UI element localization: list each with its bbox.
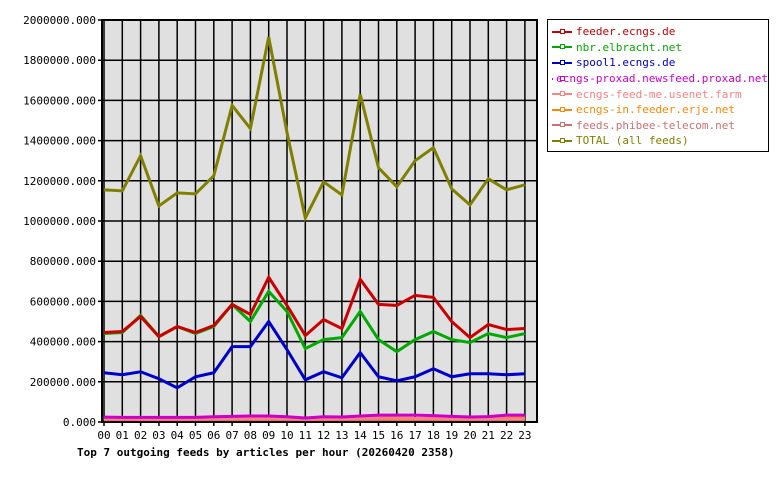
x-tick-label: 05 <box>189 429 202 442</box>
x-tick-label: 16 <box>390 429 403 442</box>
legend-item: ecngs-in.feeder.erje.net <box>552 102 768 118</box>
legend-label: spool1.ecngs.de <box>576 56 676 70</box>
legend-item: feeds.phibee-telecom.net <box>552 118 768 134</box>
series-total-all-feeds- <box>103 36 526 223</box>
x-tick-label: 23 <box>518 429 531 442</box>
y-tick-label: 400000.000 <box>30 336 96 349</box>
legend-item: ecngs-feed-me.usenet.farm <box>552 86 768 102</box>
series-line <box>103 274 525 340</box>
x-tick-label: 09 <box>262 429 275 442</box>
legend-label: feeder.ecngs.de <box>576 25 676 39</box>
y-tick-label: 0.000 <box>63 416 96 429</box>
series-line <box>104 416 525 421</box>
x-tick-label: 21 <box>482 429 495 442</box>
series-ecngs-feed-me-usenet-farm <box>103 416 526 421</box>
legend-swatch-icon <box>552 91 572 97</box>
x-tick-label: 04 <box>171 429 185 442</box>
x-tick-label: 13 <box>335 429 348 442</box>
series-line <box>103 318 525 390</box>
legend-item: TOTAL (all feeds) <box>552 133 768 149</box>
chart-title: Top 7 outgoing feeds by articles per hou… <box>77 446 455 459</box>
y-tick-label: 1000000.000 <box>23 215 96 228</box>
x-tick-label: 22 <box>500 429 513 442</box>
x-tick-label: 11 <box>299 429 312 442</box>
y-tick-label: 600000.000 <box>30 295 96 308</box>
x-tick-label: 17 <box>408 429 421 442</box>
x-tick-label: 07 <box>225 429 238 442</box>
legend-swatch-icon <box>552 137 572 143</box>
x-tick-label: 01 <box>116 429 129 442</box>
x-tick-label: 02 <box>134 429 147 442</box>
x-tick-label: 08 <box>244 429 257 442</box>
legend-label: feeds.phibee-telecom.net <box>576 118 735 132</box>
y-tick-label: 800000.000 <box>30 255 96 268</box>
legend: feeder.ecngs.de nbr.elbracht.net spool1.ec… <box>547 19 769 152</box>
legend-swatch-icon <box>552 28 572 34</box>
x-tick-label: 15 <box>372 429 385 442</box>
legend-swatch-icon <box>552 59 572 65</box>
series-spool1-ecngs-de <box>103 318 526 390</box>
series-ecngs-proxad-newsfeed-proxad-net <box>103 413 526 420</box>
x-tick-label: 19 <box>445 429 458 442</box>
legend-label: ecngs-proxad.newsfeed.proxad.net <box>556 72 768 86</box>
x-tick-label: 03 <box>152 429 165 442</box>
legend-item: ecngs-proxad.newsfeed.proxad.net <box>552 71 768 87</box>
y-tick-label: 2000000.000 <box>23 14 96 27</box>
series-feeder-ecngs-de <box>103 274 526 340</box>
legend-item: spool1.ecngs.de <box>552 55 768 71</box>
legend-label: TOTAL (all feeds) <box>576 134 689 148</box>
y-tick-label: 200000.000 <box>30 376 96 389</box>
y-tick-label: 1800000.000 <box>23 54 96 67</box>
x-tick-label: 20 <box>463 429 476 442</box>
legend-swatch-icon <box>552 106 572 112</box>
legend-item: nbr.elbracht.net <box>552 40 768 56</box>
series-line <box>103 413 525 420</box>
y-tick-label: 1600000.000 <box>23 94 96 107</box>
legend-item: feeder.ecngs.de <box>552 24 768 40</box>
legend-label: ecngs-in.feeder.erje.net <box>576 103 735 117</box>
y-tick-label: 1400000.000 <box>23 135 96 148</box>
x-tick-label: 12 <box>317 429 330 442</box>
legend-swatch-icon <box>552 44 572 50</box>
x-tick-label: 10 <box>280 429 293 442</box>
x-tick-label: 00 <box>97 429 110 442</box>
series-line <box>103 36 526 223</box>
x-tick-label: 18 <box>427 429 440 442</box>
legend-swatch-icon <box>552 122 572 128</box>
x-tick-label: 06 <box>207 429 220 442</box>
legend-label: ecngs-feed-me.usenet.farm <box>576 87 742 101</box>
legend-label: nbr.elbracht.net <box>576 40 682 54</box>
y-tick-label: 1200000.000 <box>23 175 96 188</box>
x-tick-label: 14 <box>354 429 368 442</box>
